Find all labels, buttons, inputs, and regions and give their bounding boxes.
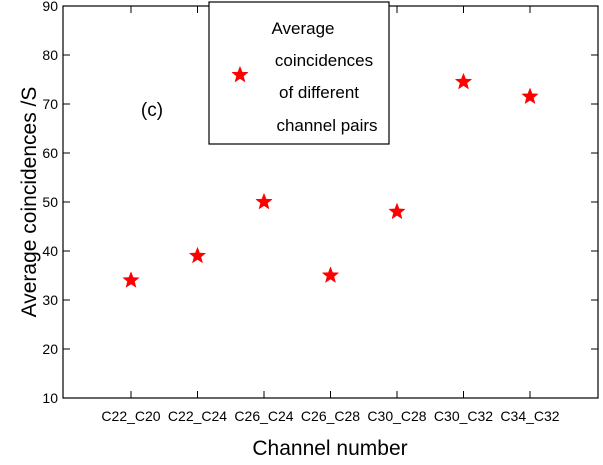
x-tick-label: C26_C28	[301, 408, 360, 424]
y-axis-ticks: 10 20 30 40 50 60 70 80 90	[42, 0, 598, 406]
x-tick-label: C26_C24	[234, 408, 293, 424]
data-point-star	[188, 246, 207, 264]
data-point-star	[388, 202, 406, 220]
legend-star-icon	[231, 65, 249, 83]
x-tick-label: C22_C24	[168, 408, 227, 424]
data-point-star	[521, 87, 539, 105]
legend-marker	[231, 65, 249, 83]
legend-line-3: of different	[279, 83, 359, 102]
x-axis-title: Channel number	[252, 437, 407, 460]
data-point-star	[454, 72, 473, 90]
y-tick-label: 30	[42, 292, 58, 308]
y-tick-label: 60	[42, 145, 58, 161]
data-points	[122, 72, 539, 288]
y-axis-title: Average coincidences /S	[18, 87, 41, 318]
x-tick-label: C34_C32	[500, 408, 559, 424]
data-point-star	[321, 266, 340, 283]
data-point-star	[255, 192, 273, 210]
legend-line-4: channel pairs	[276, 116, 377, 135]
x-tick-label: C30_C32	[434, 408, 493, 424]
data-point-star	[122, 271, 140, 288]
x-tick-label: C30_C28	[367, 408, 426, 424]
y-tick-label: 70	[42, 96, 58, 112]
y-tick-label: 50	[42, 194, 58, 210]
y-tick-label: 10	[42, 390, 58, 406]
y-tick-label: 20	[42, 341, 58, 357]
x-axis-ticks: C22_C20 C22_C24 C26_C24 C26_C28 C30_C28 C30_C…	[101, 6, 560, 424]
x-tick-label: C22_C20	[101, 408, 160, 424]
legend-line-1: Average	[271, 19, 334, 38]
y-tick-label: 80	[42, 47, 58, 63]
y-tick-label: 40	[42, 243, 58, 259]
legend-line-2: coincidences	[275, 51, 373, 70]
y-tick-label: 90	[42, 0, 58, 14]
panel-label: (c)	[141, 100, 163, 121]
legend: Average coincidences of different channe…	[208, 1, 390, 145]
